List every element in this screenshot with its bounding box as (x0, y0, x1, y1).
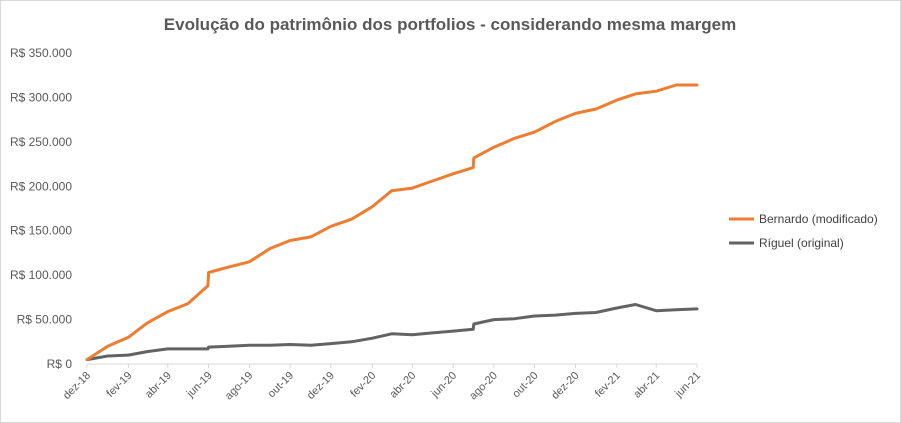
x-tick-label: out-19 (266, 370, 297, 401)
legend-label: Ríguel (original) (759, 236, 844, 250)
x-tick-label: abr-21 (631, 370, 662, 401)
x-tick-label: jun-21 (672, 370, 703, 401)
y-tick-label: R$ 250.000 (10, 135, 72, 149)
x-tick-label: ago-19 (223, 370, 256, 403)
y-tick-label: R$ 300.000 (10, 90, 72, 104)
y-tick-label: R$ 100.000 (10, 268, 72, 282)
legend: Bernardo (modificado) Ríguel (original) (729, 212, 878, 250)
x-tick-label: dez-19 (305, 370, 337, 402)
series-lines (85, 83, 699, 362)
x-axis: dez-18 fev-19 abr-19 jun-19 ago-19 out-19 dez-… (61, 363, 703, 403)
y-axis-ticks: R$ 0 R$ 50.000 R$ 100.000 R$ 150.000 R$ 200.… (10, 46, 72, 371)
x-tick-label: fev-19 (104, 370, 134, 400)
series-line-r-guel-original (85, 303, 699, 362)
x-tick-label: dez-20 (549, 370, 581, 402)
x-tick-label: abr-20 (388, 370, 419, 401)
series-line-bernardo-modificado (85, 83, 699, 362)
x-tick-label: fev-20 (348, 370, 378, 400)
x-tick-label: jun-19 (184, 370, 215, 401)
x-tick-label: abr-19 (143, 370, 174, 401)
chart-title: Evolução do patrimônio dos portfolios - … (164, 15, 736, 34)
legend-label: Bernardo (modificado) (759, 212, 878, 226)
x-tick-label: out-20 (510, 370, 541, 401)
y-tick-label: R$ 200.000 (10, 179, 72, 193)
y-tick-label: R$ 150.000 (10, 224, 72, 238)
x-tick-label: ago-20 (467, 370, 500, 403)
x-tick-label: fev-21 (593, 370, 623, 400)
y-tick-label: R$ 0 (47, 357, 73, 371)
x-tick-label: dez-18 (61, 370, 93, 402)
x-tick-label: jun-20 (428, 370, 459, 401)
y-tick-label: R$ 50.000 (17, 313, 73, 327)
y-tick-label: R$ 350.000 (10, 46, 72, 60)
